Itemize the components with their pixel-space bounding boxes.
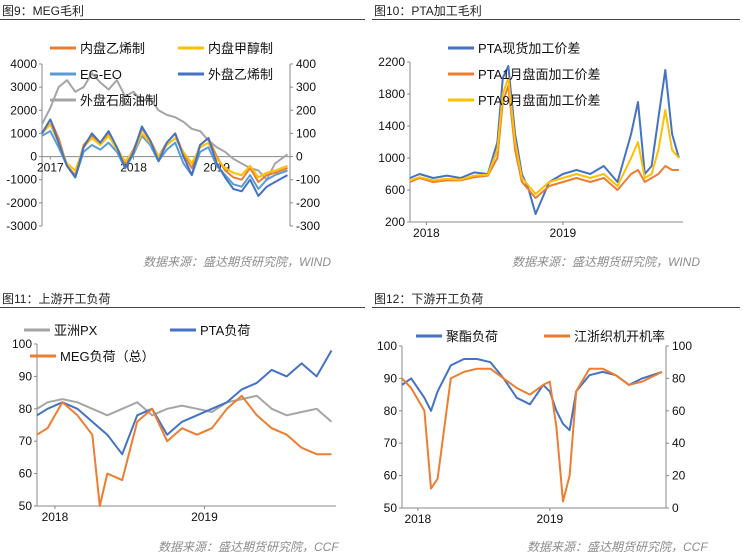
y-tick-label: 200 [385,215,405,229]
chart-title-fig11: 图11：上游开工负荷 [2,292,111,306]
y-tick-label: 60 [19,467,33,481]
y-tick-label: 100 [12,337,32,351]
legend-label: 外盘石脑油制 [80,93,158,108]
series-line-外盘石脑油制 [41,72,289,181]
y2-tick-label: 100 [672,339,692,353]
y2-tick-label: -200 [296,196,320,210]
y-tick-label: 3000 [10,80,37,94]
series-line-江浙织机开机率 [401,367,663,503]
legend-label: MEG负荷（总） [60,349,155,364]
y-tick-label: 60 [384,469,398,483]
legend-label: PTA1月盘面加工价差 [478,67,601,82]
y-tick-label: 0 [30,150,37,164]
chart-title-fig12: 图12：下游开工负荷 [374,292,484,306]
y2-tick-label: -100 [296,173,320,187]
series-line-PTA负荷 [36,350,333,456]
title-divider-fig10 [372,19,740,20]
series-line-PTA9月盘面加工价差 [409,77,680,195]
x-tick-label: 2019 [550,226,577,240]
title-divider-fig9 [0,19,365,20]
x-tick-label: 2017 [37,161,64,175]
legend-label: 江浙织机开机率 [574,329,665,344]
legend-label: 外盘乙烯制 [208,67,273,82]
chart-title-fig10: 图10：PTA加工毛利 [374,4,482,18]
x-tick-label: 2018 [404,512,431,526]
y-tick-label: 70 [19,434,33,448]
series-line-聚酯负荷 [401,358,663,432]
y-tick-label: 70 [384,436,398,450]
title-divider-fig11 [0,307,365,308]
y-tick-label: 2200 [378,55,405,69]
y2-tick-label: 100 [296,126,316,140]
series-line-亚洲PX [36,394,333,423]
y-tick-label: 80 [384,404,398,418]
legend-label: 聚酯负荷 [446,329,498,344]
chart-upstream-load: 100 90 80 70 60 50 2018 2019 亚洲PX PTA负荷 MEG负荷（总） [12,323,336,524]
x-tick-label: 2018 [42,510,69,524]
y2-tick-label: 80 [672,371,686,385]
y-tick-label: -2000 [6,196,37,210]
y-tick-label: 90 [384,371,398,385]
y-tick-label: 1000 [378,151,405,165]
y-tick-label: 1800 [378,87,405,101]
y-tick-label: -3000 [6,219,37,233]
chart-pta-processing-margin: 2200 1800 1400 1000 600 200 2018 2019 PTA现货加工价差 P… [378,41,683,240]
series-line-外盘乙烯制 [41,118,288,197]
x-tick-label: 2019 [203,161,230,175]
legend-label: PTA负荷 [200,323,250,338]
chart-meg-margin: 40003000200010000-1000-2000-300040030020… [6,41,320,233]
title-divider-fig12 [372,307,740,308]
chart-downstream-load: 100 90 80 70 60 50 100 80 60 40 20 0 2018 2019 聚酯负荷 江浙织… [377,329,692,526]
y-tick-label: 1000 [10,126,37,140]
legend-label: 内盘乙烯制 [80,41,145,56]
series-line-PTA1月盘面加工价差 [409,85,679,199]
y-tick-label: -1000 [6,173,37,187]
y-tick-label: 4000 [10,57,37,71]
y2-tick-label: 400 [296,57,316,71]
x-tick-label: 2019 [536,512,563,526]
y-tick-label: 2000 [10,103,37,117]
series-line-EG-EO [41,130,288,190]
source-note-fig10: 数据来源：盛达期货研究院，WIND [512,255,700,269]
source-note-fig9: 数据来源：盛达期货研究院，WIND [143,255,331,269]
y2-tick-label: 300 [296,80,316,94]
y-tick-label: 90 [19,369,33,383]
x-tick-label: 2019 [191,510,218,524]
y-tick-label: 600 [385,183,405,197]
legend-label: EG-EO [80,67,122,82]
series-line-MEG负荷（总） [36,394,332,507]
y-tick-label: 80 [19,402,33,416]
x-tick-label: 2018 [413,226,440,240]
y2-tick-label: 0 [672,501,679,515]
y2-tick-label: 20 [672,469,686,483]
legend-label: PTA9月盘面加工价差 [478,93,601,108]
y2-tick-label: -300 [296,219,320,233]
y-tick-label: 100 [377,339,397,353]
legend-label: PTA现货加工价差 [478,41,580,56]
y2-tick-label: 40 [672,436,686,450]
series-line-PTA现货加工价差 [409,65,680,215]
y-tick-label: 50 [384,501,398,515]
y2-tick-label: 0 [296,150,303,164]
source-note-fig12: 数据来源：盛达期货研究院，CCF [527,540,708,554]
y-tick-label: 1400 [378,119,405,133]
source-note-fig11: 数据来源：盛达期货研究院，CCF [158,540,339,554]
chart-title-fig9: 图9：MEG毛利 [2,4,85,18]
legend-label: 内盘甲醇制 [208,41,273,56]
y2-tick-label: 200 [296,103,316,117]
y-tick-label: 50 [19,499,33,513]
y2-tick-label: 60 [672,404,686,418]
legend-label: 亚洲PX [54,323,98,338]
